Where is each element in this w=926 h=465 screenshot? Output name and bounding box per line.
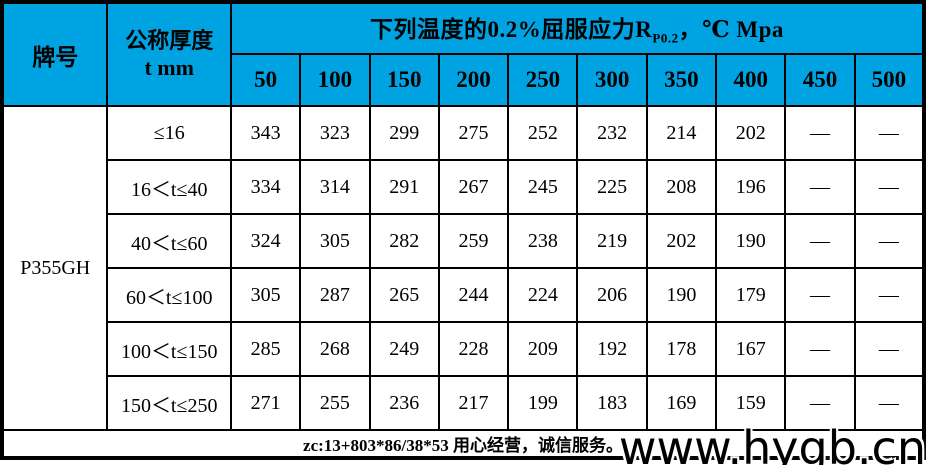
table-row: 40＜t≤60 324 305 282 259 238 219 202 190 … [2,213,926,269]
value-cell: 202 [645,213,718,269]
value-cell: — [784,375,856,431]
thickness-cell: 150＜t≤250 [106,375,232,431]
value-cell: 217 [437,375,510,431]
value-cell: 314 [299,159,371,215]
value-cell: — [784,105,856,161]
value-cell: 334 [229,159,302,215]
value-cell: — [784,321,856,377]
table-row: P355GH ≤16 343 323 299 275 252 232 214 2… [0,105,926,431]
value-cell: 169 [645,375,718,431]
value-cell: 236 [368,375,440,431]
temp-header-150: 150 [368,53,440,107]
thickness-cell: 16＜t≤40 [106,159,232,215]
value-cell: 219 [576,213,648,269]
value-cell: — [784,159,856,215]
title-subscript: P0.2 [652,30,679,46]
value-cell: 228 [437,321,510,377]
value-cell: 244 [437,267,510,323]
value-cell: 208 [645,159,718,215]
value-cell: — [853,321,926,377]
temp-header-100: 100 [299,53,371,107]
value-cell: 299 [368,105,440,161]
value-cell: 224 [507,267,579,323]
value-cell: 268 [299,321,371,377]
value-cell: 232 [576,105,648,161]
grade-cell: P355GH [0,105,109,431]
temp-header-350: 350 [645,53,718,107]
value-cell: 323 [299,105,371,161]
value-cell: 285 [229,321,302,377]
value-cell: — [853,267,926,323]
value-cell: 214 [645,105,718,161]
value-cell: 202 [715,105,787,161]
table-row: 60＜t≤100 305 287 265 244 224 206 190 179… [2,267,926,323]
value-cell: 249 [368,321,440,377]
footer-contact-note: zc:13+803*86/38*53 用心经营，诚信服务。 [1,429,925,459]
value-cell: 190 [645,267,718,323]
thickness-header-line1: 公称厚度 [125,28,214,54]
value-cell: 209 [507,321,579,377]
value-cell: 225 [576,159,648,215]
value-cell: — [853,375,926,431]
value-cell: — [853,213,926,269]
value-cell: — [853,159,926,215]
value-cell: 167 [715,321,787,377]
value-cell: 159 [715,375,787,431]
grade-column-header: 牌号 [0,1,109,107]
title-suffix: ，℃ Mpa [678,17,784,43]
thickness-header-line2: t mm [144,54,194,80]
value-cell: 192 [576,321,648,377]
temp-header-400: 400 [715,53,787,107]
value-cell: 206 [576,267,648,323]
value-cell: 255 [299,375,371,431]
header-title-row: 牌号 公称厚度 t mm 下列温度的0.2%屈服应力RP0.2，℃ Mpa [0,1,926,107]
thickness-cell: 60＜t≤100 [106,267,232,323]
value-cell: 282 [368,213,440,269]
table-row: 16＜t≤40 334 314 291 267 245 225 208 196 … [2,159,926,215]
table-row: 100＜t≤150 285 268 249 228 209 192 178 16… [2,321,926,377]
thickness-column-header: 公称厚度 t mm [106,1,232,107]
value-cell: 287 [299,267,371,323]
value-cell: — [853,105,926,161]
value-cell: 245 [507,159,579,215]
thickness-cell: ≤16 [106,105,232,161]
table-row: 150＜t≤250 271 255 236 217 199 183 169 15… [2,375,926,431]
value-cell: 267 [437,159,510,215]
temp-header-300: 300 [576,53,648,107]
footer-row: zc:13+803*86/38*53 用心经营，诚信服务。 [1,429,925,459]
table-title: 下列温度的0.2%屈服应力RP0.2，℃ Mpa [229,1,926,55]
value-cell: 196 [715,159,787,215]
value-cell: 271 [229,375,302,431]
value-cell: 305 [299,213,371,269]
value-cell: 178 [645,321,718,377]
value-cell: 238 [507,213,579,269]
temp-header-250: 250 [507,53,579,107]
temp-header-450: 450 [784,53,856,107]
value-cell: — [784,213,856,269]
temp-header-50: 50 [229,53,302,107]
value-cell: 291 [368,159,440,215]
value-cell: 343 [229,105,302,161]
value-cell: 183 [576,375,648,431]
value-cell: 179 [715,267,787,323]
value-cell: 324 [229,213,302,269]
value-cell: 190 [715,213,787,269]
value-cell: 199 [507,375,579,431]
temp-header-500: 500 [853,53,926,107]
value-cell: 305 [229,267,302,323]
thickness-cell: 100＜t≤150 [106,321,232,377]
thickness-cell: 40＜t≤60 [106,213,232,269]
site-watermark: www.hygb.cn [618,421,926,465]
value-cell: 265 [368,267,440,323]
value-cell: — [784,267,856,323]
value-cell: 252 [507,105,579,161]
temperature-header-row: 50 100 150 200 250 300 350 400 450 500 [2,53,926,107]
title-text: 下列温度的0.2%屈服应力R [370,17,653,43]
temp-header-200: 200 [437,53,510,107]
value-cell: 275 [437,105,510,161]
value-cell: 259 [437,213,510,269]
